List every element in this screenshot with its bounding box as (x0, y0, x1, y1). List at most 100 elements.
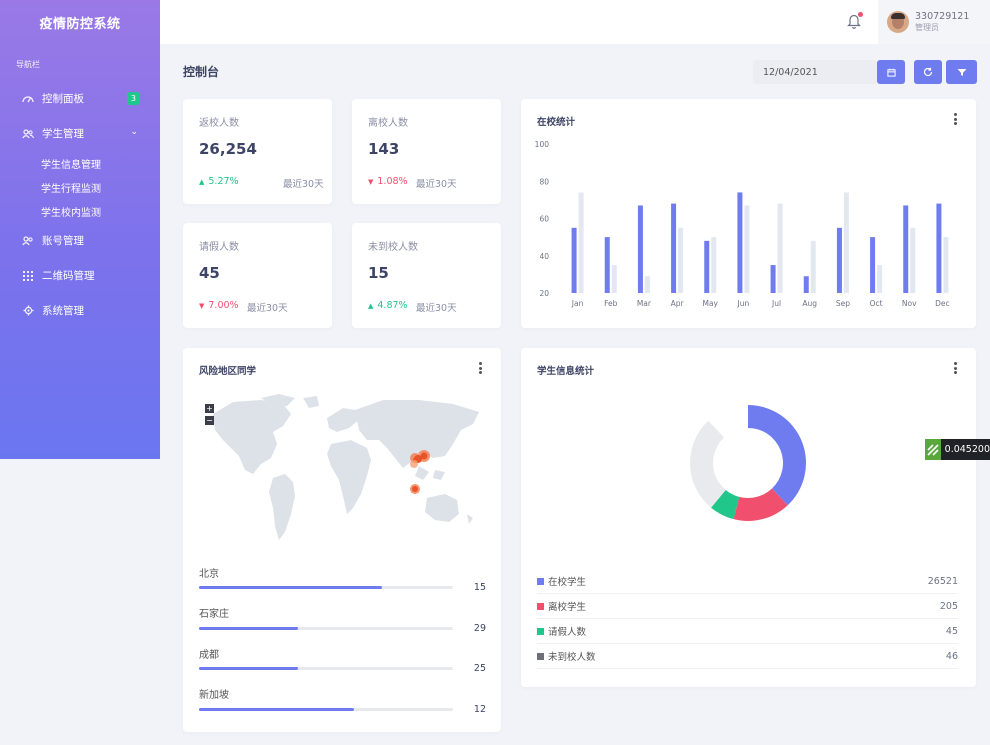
legend-value: 46 (945, 650, 958, 662)
stat-change: ▲ 5.27% (199, 176, 239, 187)
sidebar-subitem-student-travel[interactable]: 学生行程监测 (41, 183, 101, 195)
zoom-out-button[interactable]: − (205, 416, 214, 425)
donut-slice-1[interactable] (748, 405, 806, 506)
filter-button[interactable] (946, 60, 977, 84)
arrow-up-icon: ▲ (199, 177, 205, 186)
continents (213, 394, 479, 540)
zoom-in-button[interactable]: + (205, 404, 214, 413)
region-progress-fill (199, 667, 299, 670)
bar-sep-series-2[interactable] (843, 192, 849, 293)
stat-label: 离校人数 (368, 118, 408, 129)
region-progress (199, 667, 453, 670)
stat-card-leave: 请假人数 45 ▼ 7.00% 最近30天 (183, 223, 332, 328)
page-title: 控制台 (183, 65, 220, 79)
legend-value: 45 (945, 625, 958, 637)
tooltip-value: 0.045200 (944, 444, 990, 455)
card-title: 在校统计 (537, 117, 576, 128)
stat-change: ▼ 7.00% (199, 300, 239, 311)
legend-row: 请假人数 45 (537, 619, 958, 644)
gauge-icon (20, 94, 36, 104)
legend-value: 26521 (927, 575, 958, 587)
sidebar-item-label: 控制面板 (42, 93, 84, 105)
bar-nov-series-2[interactable] (910, 227, 916, 293)
notification-dot (858, 12, 863, 17)
bar-oct-series-1[interactable] (870, 237, 876, 293)
student-info-card: 学生信息统计 在校学生 26521 离校学生 205 请假人数 45 未到校人数… (521, 348, 976, 687)
legend-row: 未到校人数 46 (537, 644, 958, 669)
x-tick-label: Dec (935, 299, 950, 308)
calendar-icon (886, 68, 896, 77)
sidebar-item-dashboard[interactable]: 控制面板 3 (0, 81, 160, 116)
stat-card-returned: 返校人数 26,254 ▲ 5.27% 最近30天 (183, 99, 332, 204)
bar-jun-series-1[interactable] (737, 192, 743, 293)
region-name: 北京 (199, 569, 219, 580)
sidebar-item-qrcode[interactable]: 二维码管理 (0, 258, 160, 293)
stat-card-absent: 未到校人数 15 ▲ 4.87% 最近30天 (352, 223, 501, 328)
user-id: 330729121 (915, 11, 970, 22)
region-value: 25 (473, 663, 486, 674)
bar-dec-series-1[interactable] (936, 203, 942, 293)
bar-jul-series-1[interactable] (770, 265, 776, 293)
user-role: 管理员 (915, 23, 939, 32)
legend-label: 未到校人数 (548, 652, 596, 663)
bar-may-series-1[interactable] (704, 240, 710, 293)
more-options-icon[interactable] (479, 362, 483, 374)
bar-nov-series-1[interactable] (903, 205, 909, 293)
y-tick-label: 100 (535, 140, 550, 149)
stat-period: 最近30天 (283, 179, 324, 190)
y-tick-label: 60 (539, 215, 549, 224)
x-tick-label: Aug (802, 299, 817, 308)
risk-markers (410, 450, 430, 494)
x-tick-label: Jul (771, 299, 781, 308)
stat-label: 请假人数 (199, 242, 239, 253)
bar-may-series-2[interactable] (711, 237, 717, 293)
bar-apr-series-2[interactable] (678, 227, 684, 293)
more-options-icon[interactable] (954, 362, 958, 374)
date-input[interactable] (753, 60, 877, 84)
y-tick-label: 40 (539, 252, 549, 261)
bar-apr-series-1[interactable] (671, 203, 677, 293)
more-options-icon[interactable] (954, 113, 958, 125)
bar-jun-series-2[interactable] (744, 205, 750, 293)
legend-label: 请假人数 (548, 627, 587, 638)
bar-jul-series-2[interactable] (777, 203, 783, 293)
refresh-button[interactable] (914, 60, 942, 84)
sidebar-item-label: 账号管理 (42, 235, 84, 247)
region-progress-fill (199, 627, 299, 630)
bar-jan-series-2[interactable] (578, 192, 584, 293)
donut-slice-4[interactable] (690, 420, 726, 508)
legend-label: 离校学生 (548, 602, 587, 613)
bar-jan-series-1[interactable] (571, 227, 577, 293)
notification-bell-icon[interactable] (846, 12, 864, 30)
bar-aug-series-2[interactable] (810, 240, 816, 293)
floating-tooltip: 0.045200 (925, 439, 990, 460)
sidebar-item-accounts[interactable]: 账号管理 (0, 223, 160, 258)
sidebar-subitem-student-campus[interactable]: 学生校内监测 (41, 207, 101, 219)
calendar-button[interactable] (877, 60, 905, 84)
bar-dec-series-2[interactable] (943, 237, 949, 293)
sidebar-item-students[interactable]: 学生管理 ⌄ (0, 116, 160, 151)
bar-feb-series-1[interactable] (604, 237, 610, 293)
bar-feb-series-2[interactable] (611, 265, 617, 293)
region-progress (199, 586, 453, 589)
bar-mar-series-2[interactable] (644, 276, 650, 293)
bar-oct-series-2[interactable] (877, 265, 883, 293)
bar-mar-series-1[interactable] (637, 205, 643, 293)
donut-slice-3[interactable] (711, 489, 740, 520)
bar-aug-series-1[interactable] (803, 276, 809, 293)
x-tick-label: Mar (637, 299, 652, 308)
arrow-up-icon: ▲ (368, 301, 374, 310)
stat-label: 未到校人数 (368, 242, 418, 253)
arrow-down-icon: ▼ (199, 301, 205, 310)
bar-sep-series-1[interactable] (836, 227, 842, 293)
legend-swatch (537, 577, 544, 585)
donut-slice-2[interactable] (733, 488, 788, 521)
avatar (887, 11, 909, 33)
gear-icon (20, 305, 36, 316)
region-progress (199, 627, 453, 630)
user-menu[interactable]: 330729121 管理员 (878, 0, 990, 44)
legend-swatch (537, 602, 544, 610)
sidebar-subitem-student-info[interactable]: 学生信息管理 (41, 159, 101, 171)
sidebar-item-system[interactable]: 系统管理 (0, 293, 160, 328)
topbar: 330729121 管理员 (160, 0, 990, 44)
